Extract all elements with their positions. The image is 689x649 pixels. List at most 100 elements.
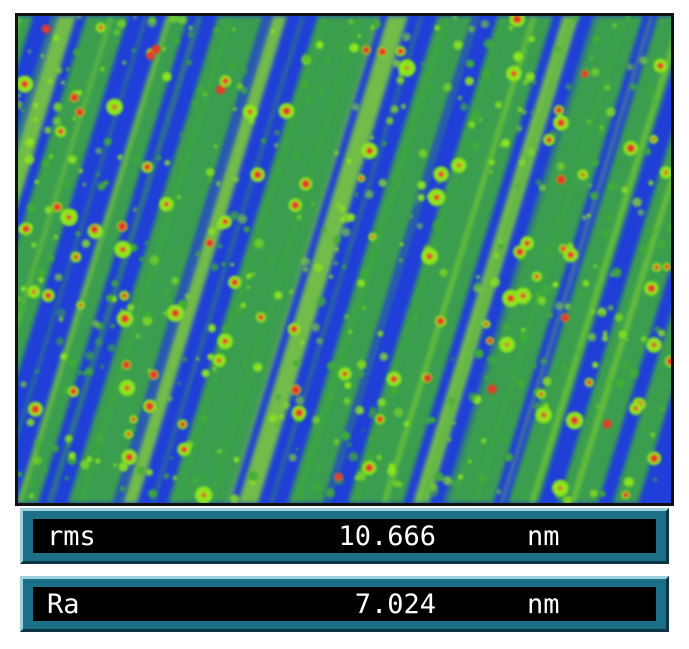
surface-speck: [563, 496, 573, 503]
surface-speck: [65, 67, 70, 72]
surface-speck: [342, 264, 347, 269]
peak-core: [21, 80, 29, 88]
surface-speck: [325, 393, 335, 402]
surface-speck: [72, 116, 77, 121]
surface-speck: [416, 223, 423, 230]
surface-speck: [656, 239, 666, 249]
surface-speck: [593, 264, 598, 269]
surface-speck: [44, 126, 52, 134]
surface-speck: [48, 154, 54, 159]
surface-speck: [470, 141, 480, 151]
surface-speck: [31, 242, 37, 248]
surface-speck: [75, 16, 82, 20]
surface-speck: [316, 296, 327, 307]
surface-speck: [68, 451, 76, 460]
peak-core: [117, 221, 127, 231]
surface-speck: [335, 202, 342, 208]
peak-core: [626, 144, 635, 153]
surface-speck: [312, 482, 322, 492]
surface-speck: [212, 26, 221, 34]
surface-speck: [32, 117, 38, 122]
surface-speck: [26, 202, 37, 213]
surface-speck: [477, 474, 487, 483]
ra-readout: Ra 7.024 nm: [33, 587, 656, 621]
surface-speck: [368, 410, 377, 419]
surface-speck: [163, 311, 167, 316]
surface-streak: [18, 16, 172, 503]
peak-core: [438, 171, 445, 178]
surface-speck: [26, 418, 35, 427]
surface-speck: [139, 256, 144, 262]
peak-core: [520, 293, 526, 299]
surface-speck: [522, 486, 528, 493]
surface-speck: [302, 266, 309, 273]
peak-core: [378, 47, 387, 56]
surface-streak: [326, 16, 480, 503]
surface-speck: [357, 360, 367, 370]
surface-speck: [488, 159, 495, 166]
surface-speck: [82, 182, 87, 187]
peak-core: [657, 62, 664, 69]
surface-speck: [243, 362, 247, 367]
surface-speck: [599, 490, 606, 497]
surface-speck: [469, 117, 475, 123]
peak-core: [366, 147, 373, 155]
peak-core: [484, 321, 489, 327]
peak-core: [423, 374, 432, 383]
surface-speck: [230, 262, 234, 267]
surface-speck: [110, 323, 116, 329]
surface-speck: [624, 16, 631, 21]
surface-speck: [210, 263, 219, 272]
surface-speck: [432, 69, 438, 75]
surface-streak: [151, 16, 305, 503]
surface-speck: [300, 340, 305, 344]
peak-core: [359, 176, 364, 181]
surface-speck: [217, 243, 223, 249]
surface-speck: [508, 25, 514, 31]
surface-speck: [528, 36, 535, 43]
peak-core: [151, 44, 161, 54]
surface-speck: [515, 125, 523, 132]
surface-speck: [525, 44, 529, 48]
surface-speck: [111, 280, 118, 287]
surface-speck: [214, 144, 218, 148]
surface-speck: [131, 426, 137, 432]
surface-speck: [632, 197, 642, 207]
surface-speck: [552, 281, 559, 288]
surface-speck: [28, 493, 35, 499]
surface-speck: [514, 184, 520, 190]
peak-core: [231, 278, 239, 286]
surface-speck: [46, 78, 53, 85]
surface-speck: [232, 176, 240, 183]
surface-speck: [215, 181, 221, 187]
surface-speck: [497, 242, 505, 249]
surface-speck: [484, 375, 489, 381]
surface-speck: [637, 209, 645, 216]
surface-speck: [135, 333, 141, 339]
surface-band: [238, 16, 408, 503]
surface-speck: [162, 287, 170, 295]
surface-streak: [116, 16, 270, 503]
surface-speck: [376, 455, 382, 461]
peak-core: [290, 325, 298, 333]
surface-speck: [176, 194, 182, 200]
peak-core: [31, 405, 40, 414]
surface-speck: [554, 302, 563, 310]
surface-speck: [37, 267, 46, 277]
surface-speck: [246, 285, 251, 290]
peak-core: [131, 416, 136, 422]
surface-speck: [474, 281, 482, 289]
peak-core: [436, 317, 445, 326]
surface-speck: [260, 138, 267, 144]
rms-value: 10.666: [338, 521, 436, 552]
peak-core: [633, 406, 639, 411]
surface-speck: [527, 148, 535, 156]
peak-core: [149, 370, 158, 380]
surface-speck: [432, 220, 442, 230]
rms-roughness-panel: rms 10.666 nm: [20, 508, 669, 564]
surface-speck: [611, 267, 622, 278]
surface-speck: [354, 192, 359, 197]
surface-speck: [208, 323, 216, 331]
surface-speck: [355, 405, 365, 415]
surface-speck: [402, 32, 411, 42]
